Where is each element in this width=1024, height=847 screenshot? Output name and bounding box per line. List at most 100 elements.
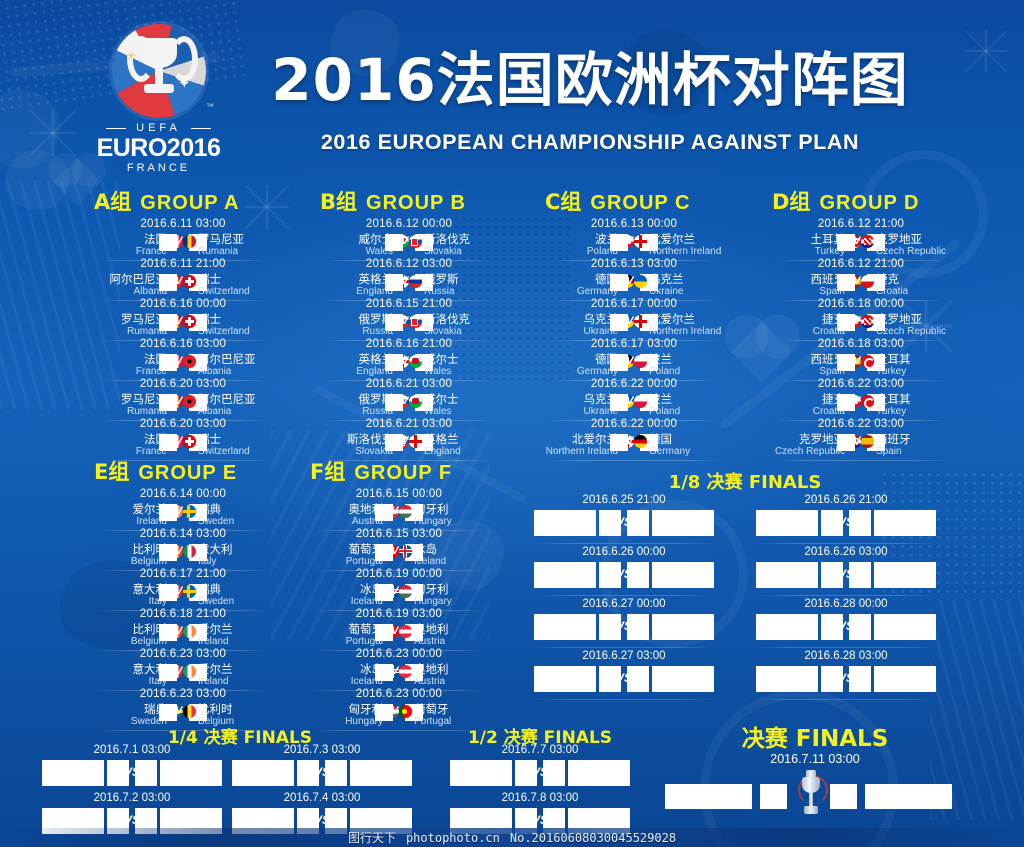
knockout-home-score-box[interactable] bbox=[515, 808, 537, 834]
final-home-name-box[interactable] bbox=[665, 784, 752, 809]
away-score-box[interactable] bbox=[375, 704, 393, 721]
knockout-away-score-box[interactable] bbox=[849, 510, 871, 536]
away-score-box[interactable] bbox=[837, 234, 855, 251]
knockout-home-score-box[interactable] bbox=[107, 808, 129, 834]
away-score-box[interactable] bbox=[375, 664, 393, 681]
knockout-home-score-box[interactable] bbox=[599, 614, 621, 640]
knockout-home-name-box[interactable] bbox=[534, 510, 596, 536]
team-name-cn: 波兰 bbox=[649, 352, 672, 366]
away-score-box[interactable] bbox=[375, 504, 393, 521]
away-score-box[interactable] bbox=[837, 314, 855, 331]
knockout-away-score-box[interactable] bbox=[135, 760, 157, 786]
knockout-away-score-box[interactable] bbox=[135, 808, 157, 834]
knockout-away-name-box[interactable] bbox=[874, 562, 936, 588]
away-score-box[interactable] bbox=[385, 354, 403, 371]
knockout-away-name-box[interactable] bbox=[874, 666, 936, 692]
away-score-box[interactable] bbox=[375, 624, 393, 641]
away-score-box[interactable] bbox=[385, 234, 403, 251]
away-score-box[interactable] bbox=[837, 274, 855, 291]
knockout-home-name-box[interactable] bbox=[534, 666, 596, 692]
final-home-score-box[interactable] bbox=[760, 784, 787, 809]
knockout-home-name-box[interactable] bbox=[756, 562, 818, 588]
knockout-home-score-box[interactable] bbox=[107, 760, 129, 786]
knockout-away-score-box[interactable] bbox=[543, 808, 565, 834]
knockout-away-name-box[interactable] bbox=[652, 614, 714, 640]
away-score-box[interactable] bbox=[159, 314, 177, 331]
away-score-box[interactable] bbox=[159, 434, 177, 451]
away-score-box[interactable] bbox=[610, 234, 628, 251]
knockout-away-name-box[interactable] bbox=[652, 510, 714, 536]
knockout-home-name-box[interactable] bbox=[42, 760, 104, 786]
away-score-box[interactable] bbox=[159, 664, 177, 681]
away-score-box[interactable] bbox=[159, 354, 177, 371]
away-score-box[interactable] bbox=[610, 354, 628, 371]
away-score-box[interactable] bbox=[159, 504, 177, 521]
knockout-away-name-box[interactable] bbox=[652, 562, 714, 588]
away-score-box[interactable] bbox=[159, 624, 177, 641]
knockout-home-score-box[interactable] bbox=[297, 808, 319, 834]
match-separator bbox=[549, 340, 719, 341]
knockout-away-score-box[interactable] bbox=[543, 760, 565, 786]
knockout-away-name-box[interactable] bbox=[568, 760, 630, 786]
knockout-away-name-box[interactable] bbox=[350, 760, 412, 786]
away-score-box[interactable] bbox=[385, 394, 403, 411]
knockout-away-score-box[interactable] bbox=[849, 562, 871, 588]
knockout-home-score-box[interactable] bbox=[821, 666, 843, 692]
knockout-home-name-box[interactable] bbox=[534, 614, 596, 640]
away-score-box[interactable] bbox=[159, 584, 177, 601]
knockout-away-name-box[interactable] bbox=[874, 614, 936, 640]
knockout-home-score-box[interactable] bbox=[599, 666, 621, 692]
away-score-box[interactable] bbox=[837, 394, 855, 411]
away-score-box[interactable] bbox=[610, 434, 628, 451]
knockout-away-score-box[interactable] bbox=[627, 666, 649, 692]
knockout-home-name-box[interactable] bbox=[450, 760, 512, 786]
knockout-home-name-box[interactable] bbox=[756, 510, 818, 536]
match-datetime: 2016.6.11 03:00 bbox=[140, 218, 226, 230]
away-score-box[interactable] bbox=[159, 394, 177, 411]
knockout-home-score-box[interactable] bbox=[297, 760, 319, 786]
knockout-away-score-box[interactable] bbox=[325, 760, 347, 786]
knockout-away-name-box[interactable] bbox=[874, 510, 936, 536]
knockout-home-score-box[interactable] bbox=[515, 760, 537, 786]
knockout-away-name-box[interactable] bbox=[652, 666, 714, 692]
away-score-box[interactable] bbox=[610, 274, 628, 291]
away-score-box[interactable] bbox=[375, 544, 393, 561]
knockout-home-name-box[interactable] bbox=[756, 666, 818, 692]
away-score-box[interactable] bbox=[375, 584, 393, 601]
knockout-home-name-box[interactable] bbox=[232, 760, 294, 786]
final-away-score-box[interactable] bbox=[830, 784, 857, 809]
knockout-home-score-box[interactable] bbox=[821, 510, 843, 536]
away-score-box[interactable] bbox=[385, 274, 403, 291]
away-score-box[interactable] bbox=[385, 314, 403, 331]
knockout-away-name-box[interactable] bbox=[160, 760, 222, 786]
knockout-home-score-box[interactable] bbox=[599, 562, 621, 588]
match-datetime: 2016.6.14 00:00 bbox=[139, 488, 227, 500]
match-teams: 意大利ItalyVS爱尔兰Ireland bbox=[94, 663, 272, 691]
away-score-box[interactable] bbox=[837, 354, 855, 371]
knockout-home-score-box[interactable] bbox=[821, 562, 843, 588]
away-score-box[interactable] bbox=[385, 434, 403, 451]
away-score-box[interactable] bbox=[159, 544, 177, 561]
match-teams: 捷克CroatiaVS土耳其Turkey bbox=[772, 393, 950, 421]
group-heading-en: GROUP E bbox=[138, 462, 238, 484]
away-score-box[interactable] bbox=[159, 704, 177, 721]
team-name-en: Northern Ireland bbox=[649, 326, 722, 337]
knockout-away-score-box[interactable] bbox=[849, 666, 871, 692]
away-score-box[interactable] bbox=[610, 394, 628, 411]
away-score-box[interactable] bbox=[159, 234, 177, 251]
final-away-name-box[interactable] bbox=[865, 784, 952, 809]
team-name-en: Belgium bbox=[130, 636, 167, 647]
knockout-home-name-box[interactable] bbox=[756, 614, 818, 640]
knockout-away-score-box[interactable] bbox=[627, 510, 649, 536]
knockout-away-score-box[interactable] bbox=[325, 808, 347, 834]
away-score-box[interactable] bbox=[610, 314, 628, 331]
knockout-home-score-box[interactable] bbox=[599, 510, 621, 536]
team-name-en: France bbox=[135, 366, 167, 377]
knockout-away-score-box[interactable] bbox=[627, 562, 649, 588]
knockout-home-score-box[interactable] bbox=[821, 614, 843, 640]
away-score-box[interactable] bbox=[837, 434, 855, 451]
knockout-home-name-box[interactable] bbox=[534, 562, 596, 588]
knockout-away-score-box[interactable] bbox=[849, 614, 871, 640]
away-score-box[interactable] bbox=[159, 274, 177, 291]
knockout-away-score-box[interactable] bbox=[627, 614, 649, 640]
